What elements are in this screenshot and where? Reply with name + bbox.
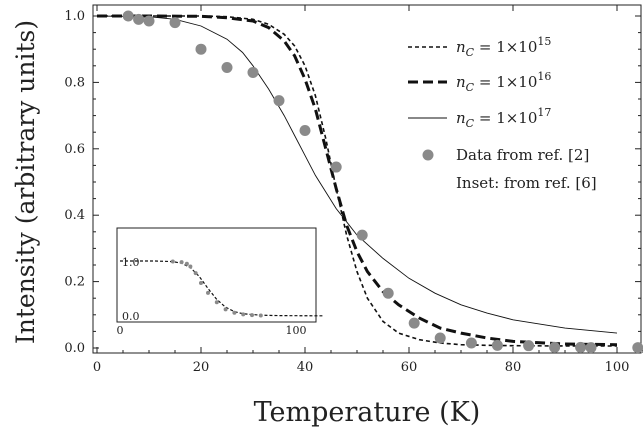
x-tick-label: 40 (297, 360, 314, 375)
inset-data-point (184, 261, 189, 266)
data-point (382, 287, 394, 299)
data-point (434, 332, 446, 344)
x-axis-title: Temperature (K) (254, 397, 481, 428)
series-lines (96, 14, 618, 347)
inset-xtick-0: 0 (117, 324, 124, 337)
data-point (195, 43, 207, 55)
series-line-17 (96, 15, 618, 334)
inset-data-point (206, 290, 210, 295)
inset-data-point (198, 281, 203, 285)
x-tick-label: 80 (505, 360, 522, 375)
legend-label-1e15: nC = 1×1015 (456, 35, 551, 59)
inset-curve (120, 260, 323, 317)
inset-data-point (258, 313, 263, 318)
data-point (465, 337, 477, 349)
inset-data-point (193, 271, 198, 276)
inset-data-point (188, 264, 193, 269)
data-point (299, 125, 311, 137)
axis-ticks: 0 20 40 60 80 100 0.0 0.2 0.4 0.6 0.8 1.0 (64, 5, 643, 375)
data-point (356, 229, 368, 241)
inset-ytick-1: 1.0 (122, 256, 140, 269)
inset-ytick-0: 0.0 (122, 310, 140, 323)
inset-data-point (250, 313, 254, 318)
x-tick-label: 60 (401, 360, 418, 375)
inset-data-point (179, 260, 184, 265)
x-tick-label: 20 (193, 360, 210, 375)
legend-marker-data (422, 149, 434, 161)
data-point (247, 66, 259, 78)
data-point (575, 341, 587, 353)
y-tick-label: 0.8 (64, 75, 85, 90)
data-points (122, 10, 643, 354)
inset-content (120, 259, 323, 318)
legend-label-1e16: nC = 1×1016 (456, 70, 551, 94)
legend: nC = 1×1015 nC = 1×1016 nC = 1×1017 Data… (408, 35, 597, 192)
data-point (549, 341, 561, 353)
y-axis-title: Intensity (arbitrary units) (11, 20, 40, 344)
inset-data-point (214, 300, 219, 305)
data-point (632, 342, 643, 354)
data-point (133, 13, 145, 25)
inset-data-point (241, 312, 246, 317)
inset-data-point (223, 307, 228, 312)
legend-label-data: Data from ref. [2] (456, 146, 589, 164)
data-point (169, 17, 181, 29)
y-tick-label: 1.0 (64, 9, 85, 24)
data-point (273, 95, 285, 107)
y-tick-label: 0.2 (64, 275, 85, 290)
inset-chart: 1.0 0.0 0 100 (116, 227, 323, 337)
legend-label-inset: Inset: from ref. [6] (456, 174, 597, 192)
inset-frame (116, 227, 317, 323)
inset-data-point (232, 310, 237, 315)
data-point (408, 317, 420, 329)
data-point (221, 61, 233, 73)
legend-label-1e17: nC = 1×1017 (456, 106, 551, 130)
data-point (122, 10, 134, 22)
y-tick-label: 0.6 (64, 142, 85, 157)
data-point (143, 15, 155, 27)
y-tick-label: 0.0 (64, 341, 85, 356)
data-point (330, 161, 342, 173)
inset-data-point (170, 259, 175, 264)
data-point (585, 342, 597, 354)
x-tick-label: 0 (93, 360, 101, 375)
data-point (523, 340, 535, 352)
plot-frame (92, 4, 642, 354)
x-tick-label: 100 (605, 360, 630, 375)
y-tick-label: 0.4 (64, 208, 85, 223)
series-line-16 (97, 14, 618, 347)
data-point (491, 339, 503, 351)
inset-xtick-1: 100 (286, 324, 307, 337)
